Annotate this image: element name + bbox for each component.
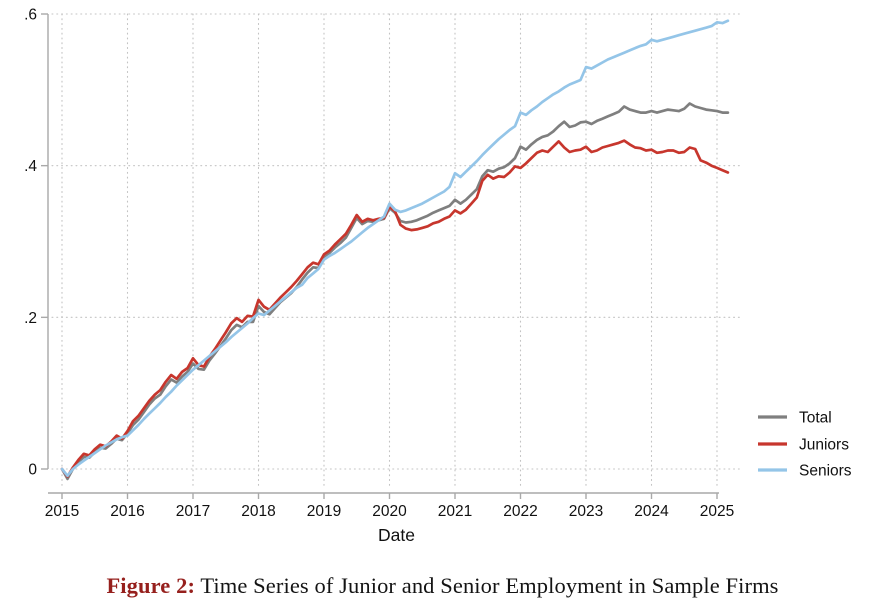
series-line-juniors — [60, 139, 730, 478]
series-line-total — [60, 102, 730, 481]
y-tick-label: .6 — [24, 7, 37, 24]
x-tick-label: 2015 — [45, 503, 79, 520]
x-tick-label: 2017 — [176, 503, 210, 520]
legend-label-total: Total — [799, 410, 832, 427]
x-tick-label: 2024 — [634, 503, 669, 520]
y-tick-label: .4 — [24, 158, 37, 175]
legend-label-juniors: Juniors — [799, 437, 849, 454]
legend-label-seniors: Seniors — [799, 463, 852, 480]
x-tick-label: 2020 — [372, 503, 407, 520]
x-tick-label: 2023 — [569, 503, 603, 520]
figure-caption-text: Time Series of Junior and Senior Employm… — [195, 573, 779, 598]
y-tick-label: .2 — [24, 310, 37, 327]
figure-caption: Figure 2: Time Series of Junior and Seni… — [0, 573, 885, 599]
x-tick-label: 2018 — [241, 503, 275, 520]
x-tick-label: 2022 — [503, 503, 537, 520]
figure-caption-label: Figure 2: — [106, 573, 196, 598]
x-tick-label: 2025 — [700, 503, 734, 520]
x-tick-label: 2021 — [438, 503, 472, 520]
time-series-chart: 0 .2 .4 .6 2015 2016 2017 2018 2019 2020 2021 2022 2… — [24, 7, 852, 545]
y-tick-label: 0 — [28, 462, 37, 479]
x-tick-label: 2016 — [110, 503, 144, 520]
x-axis-title: Date — [378, 525, 415, 545]
series-line-seniors — [60, 19, 730, 478]
x-tick-label: 2019 — [307, 503, 341, 520]
